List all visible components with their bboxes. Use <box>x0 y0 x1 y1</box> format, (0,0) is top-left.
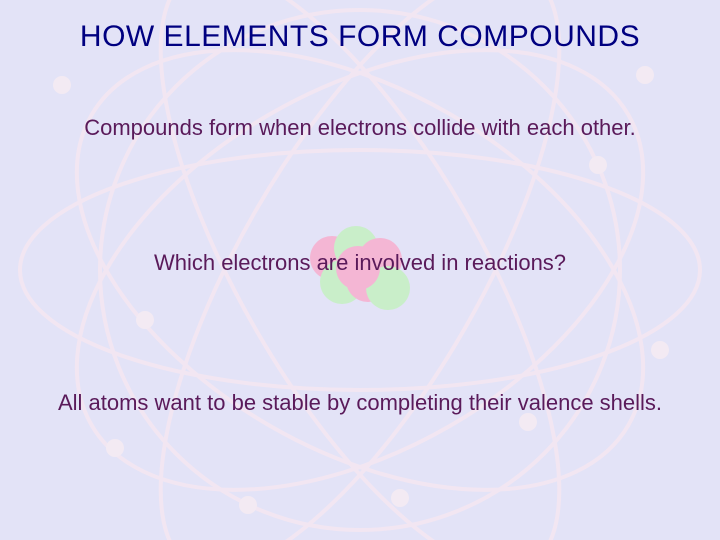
slide-title: HOW ELEMENTS FORM COMPOUNDS <box>0 20 720 54</box>
slide-text-3: All atoms want to be stable by completin… <box>0 390 720 416</box>
slide-text-2: Which electrons are involved in reaction… <box>0 250 720 276</box>
slide-text-1: Compounds form when electrons collide wi… <box>0 115 720 141</box>
slide: HOW ELEMENTS FORM COMPOUNDS Compounds fo… <box>0 0 720 540</box>
slide-content: HOW ELEMENTS FORM COMPOUNDS Compounds fo… <box>0 0 720 540</box>
